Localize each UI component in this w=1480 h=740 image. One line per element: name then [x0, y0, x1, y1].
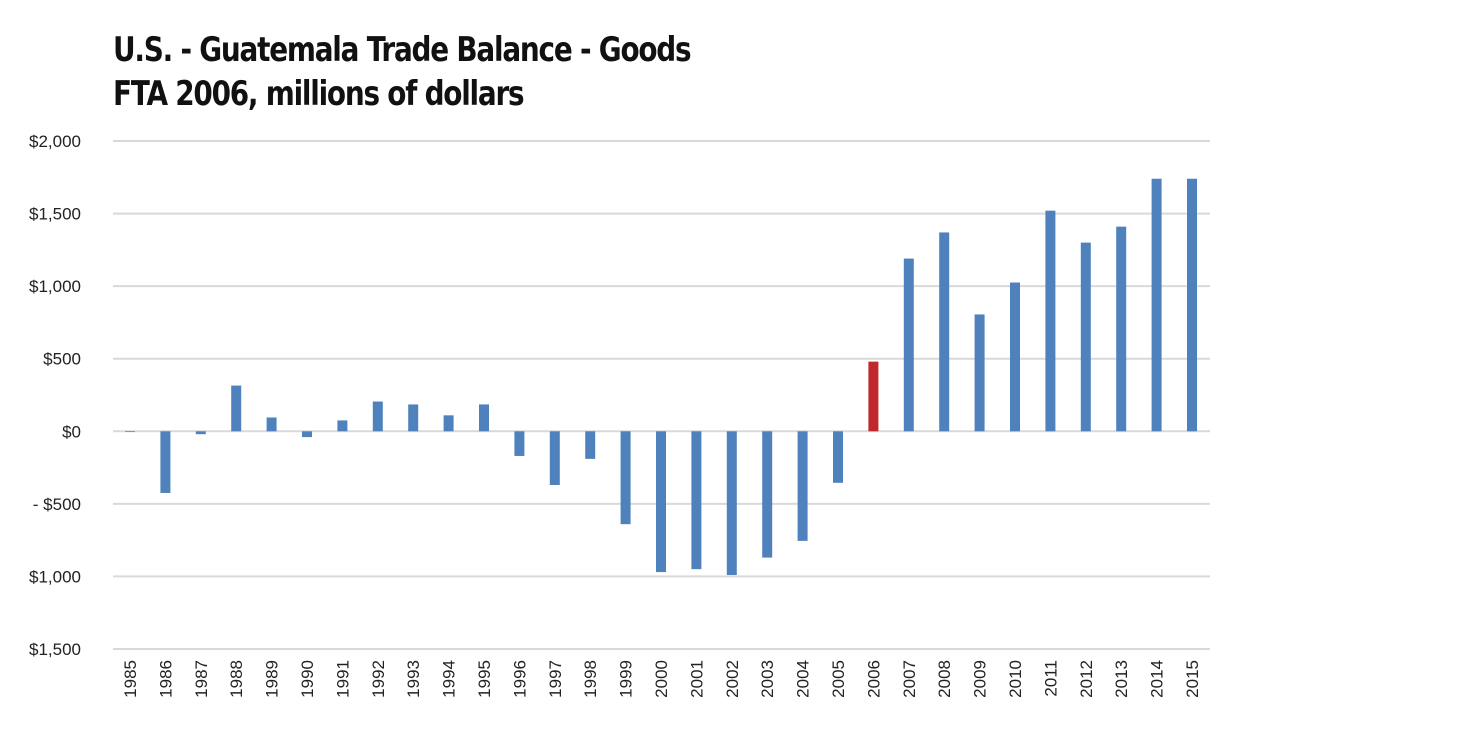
- x-tick-label: 2000: [652, 660, 671, 698]
- bar-2014: [1151, 178, 1162, 432]
- x-tick-label: 2002: [723, 660, 742, 698]
- bars: [125, 178, 1197, 575]
- y-tick-label: $1,500: [29, 640, 81, 659]
- bar-2003: [762, 431, 773, 558]
- x-tick-label: 1989: [263, 660, 282, 698]
- bar-1993: [408, 404, 419, 432]
- bar-1996: [514, 431, 525, 456]
- x-tick-label: 2013: [1112, 660, 1131, 698]
- x-tick-label: 1993: [404, 660, 423, 698]
- x-tick-label: 2006: [864, 660, 883, 698]
- y-tick-label: $1,000: [29, 567, 81, 586]
- bar-1988: [231, 385, 242, 432]
- x-tick-label: 1985: [121, 660, 140, 698]
- y-tick-label: $500: [43, 350, 81, 369]
- bar-1987: [195, 431, 206, 435]
- x-tick-label: 1994: [440, 660, 459, 698]
- x-tick-label: 2001: [687, 660, 706, 698]
- y-tick-label: $1,000: [29, 277, 81, 296]
- x-tick-label: 1999: [617, 660, 636, 698]
- bar-2008: [939, 232, 950, 432]
- bar-2005: [833, 431, 843, 483]
- x-tick-label: 1990: [298, 660, 317, 698]
- bar-2013: [1116, 226, 1127, 432]
- bar-2001: [691, 431, 702, 570]
- bar-1998: [585, 431, 596, 459]
- chart-title: U.S. - Guatemala Trade Balance - Goods F…: [113, 28, 692, 116]
- bar-2006: [868, 361, 879, 432]
- bar-2009: [974, 314, 985, 432]
- y-tick-label: $0: [62, 422, 81, 441]
- y-tick-label: - $500: [33, 495, 81, 514]
- x-tick-label: 2009: [971, 660, 990, 698]
- bar-1990: [302, 431, 312, 438]
- x-tick-label: 1997: [546, 660, 565, 698]
- bar-2015: [1187, 178, 1197, 432]
- x-tick-label: 1987: [192, 660, 211, 698]
- y-tick-label: $2,000: [29, 132, 81, 151]
- bar-1989: [266, 417, 277, 432]
- chart-title-line-1: U.S. - Guatemala Trade Balance - Goods: [113, 30, 692, 70]
- x-tick-label: 2011: [1041, 660, 1060, 697]
- y-tick-label: $1,500: [29, 205, 81, 224]
- bar-2000: [656, 431, 666, 573]
- bar-1994: [443, 415, 454, 432]
- x-tick-label: 1986: [156, 660, 175, 698]
- y-axis-tick-labels: $2,000 $1,500 $1,000 $500 $0 - $500 $1,000 $1,5…: [29, 132, 81, 659]
- bar-1997: [549, 431, 560, 485]
- bar-2004: [797, 431, 808, 541]
- x-tick-label: 1991: [333, 660, 352, 698]
- x-tick-label: 1998: [581, 660, 600, 698]
- bar-2007: [903, 258, 914, 432]
- bar-2002: [726, 431, 737, 575]
- bar-1999: [620, 431, 631, 525]
- x-axis-tick-labels: 1985 1986 1987 1988 1989 1990 1991 1992 1993 1994…: [121, 660, 1202, 698]
- bar-1992: [372, 401, 383, 432]
- x-tick-label: 2003: [758, 660, 777, 698]
- bar-1995: [479, 404, 489, 432]
- bar-1985: [125, 431, 135, 433]
- gridlines: [113, 140, 1210, 650]
- bar-2010: [1010, 282, 1020, 432]
- chart-title-line-2: FTA 2006, millions of dollars: [113, 74, 525, 114]
- x-tick-label: 2012: [1077, 660, 1096, 698]
- x-tick-label: 2005: [829, 660, 848, 698]
- x-tick-label: 1992: [369, 660, 388, 698]
- bar-2012: [1080, 242, 1091, 432]
- x-tick-label: 2007: [900, 660, 919, 698]
- x-tick-label: 2008: [935, 660, 954, 698]
- bar-1986: [160, 431, 171, 493]
- x-tick-label: 2014: [1148, 660, 1167, 698]
- x-tick-label: 2004: [794, 660, 813, 698]
- x-tick-label: 1995: [475, 660, 494, 698]
- bar-1991: [337, 420, 348, 432]
- x-tick-label: 1988: [227, 660, 246, 698]
- x-tick-label: 2010: [1006, 660, 1025, 698]
- bar-2011: [1045, 210, 1056, 432]
- x-tick-label: 1996: [510, 660, 529, 698]
- x-tick-label: 2015: [1183, 660, 1202, 698]
